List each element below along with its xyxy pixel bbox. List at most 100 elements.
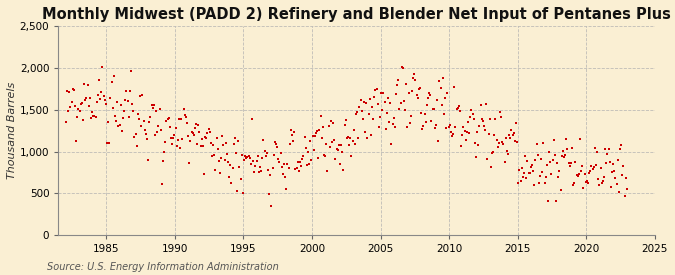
Point <box>429 106 439 111</box>
Point <box>383 96 394 100</box>
Point <box>384 119 395 124</box>
Point <box>147 106 158 110</box>
Point <box>506 128 517 132</box>
Point <box>566 146 577 150</box>
Point <box>381 111 392 115</box>
Point <box>456 144 466 148</box>
Point <box>131 144 142 148</box>
Point <box>201 136 212 140</box>
Point <box>520 154 531 158</box>
Point <box>78 118 88 123</box>
Point <box>205 130 215 134</box>
Point <box>503 152 514 157</box>
Point <box>134 117 144 121</box>
Point <box>294 169 304 173</box>
Point <box>305 139 316 144</box>
Point <box>518 171 529 175</box>
Point <box>468 117 479 122</box>
Point <box>226 181 237 185</box>
Point <box>500 160 510 164</box>
Point <box>213 147 223 151</box>
Point <box>450 124 461 129</box>
Point <box>282 161 293 166</box>
Point <box>507 133 518 137</box>
Point <box>581 178 592 183</box>
Point <box>266 204 277 208</box>
Point <box>219 158 230 163</box>
Point <box>345 136 356 140</box>
Point <box>223 160 234 164</box>
Point <box>91 100 102 104</box>
Point <box>333 143 344 148</box>
Point <box>244 155 255 160</box>
Point <box>162 117 173 121</box>
Point <box>465 114 476 119</box>
Point <box>338 167 349 172</box>
Point <box>124 89 135 93</box>
Point <box>564 164 575 169</box>
Point <box>578 186 589 190</box>
Point <box>269 153 279 157</box>
Point <box>116 129 127 134</box>
Point <box>547 157 558 162</box>
Point <box>319 152 329 157</box>
Point <box>356 108 367 113</box>
Point <box>218 143 229 147</box>
Point <box>554 169 565 174</box>
Point <box>286 128 296 132</box>
Point <box>139 128 150 133</box>
Point <box>411 93 422 98</box>
Point <box>480 128 491 132</box>
Point <box>240 154 250 159</box>
Point <box>178 107 189 111</box>
Point <box>466 107 477 112</box>
Point <box>596 181 607 185</box>
Point <box>313 156 324 160</box>
Point <box>188 133 199 138</box>
Point <box>258 138 269 142</box>
Point <box>288 139 298 143</box>
Point <box>488 150 499 154</box>
Point <box>295 160 306 165</box>
Point <box>243 154 254 159</box>
Point <box>377 108 387 112</box>
Point <box>185 139 196 143</box>
Point <box>617 173 628 177</box>
Point <box>362 136 373 140</box>
Point <box>604 160 615 164</box>
Point <box>350 142 360 146</box>
Point <box>251 159 262 163</box>
Point <box>367 104 377 109</box>
Point <box>406 89 417 93</box>
Point <box>508 131 519 136</box>
Point <box>154 106 165 111</box>
Point <box>618 164 629 168</box>
Point <box>385 101 396 106</box>
Point <box>491 138 502 142</box>
Point <box>297 157 308 161</box>
Point <box>396 101 406 105</box>
Point <box>106 80 117 84</box>
Point <box>98 94 109 98</box>
Point <box>172 138 183 142</box>
Point <box>530 158 541 162</box>
Point <box>152 130 163 134</box>
Point <box>536 156 547 161</box>
Point <box>551 161 562 165</box>
Point <box>361 101 372 106</box>
Point <box>97 64 108 69</box>
Point <box>142 137 153 141</box>
Point <box>497 140 508 145</box>
Point <box>321 142 331 146</box>
Point <box>572 173 583 178</box>
Point <box>161 119 171 123</box>
Point <box>335 143 346 147</box>
Point <box>603 147 614 151</box>
Point <box>157 182 167 186</box>
Point <box>225 163 236 168</box>
Point <box>277 171 288 176</box>
Point <box>487 150 497 155</box>
Point <box>239 158 250 163</box>
Point <box>190 126 200 130</box>
Point <box>585 169 596 173</box>
